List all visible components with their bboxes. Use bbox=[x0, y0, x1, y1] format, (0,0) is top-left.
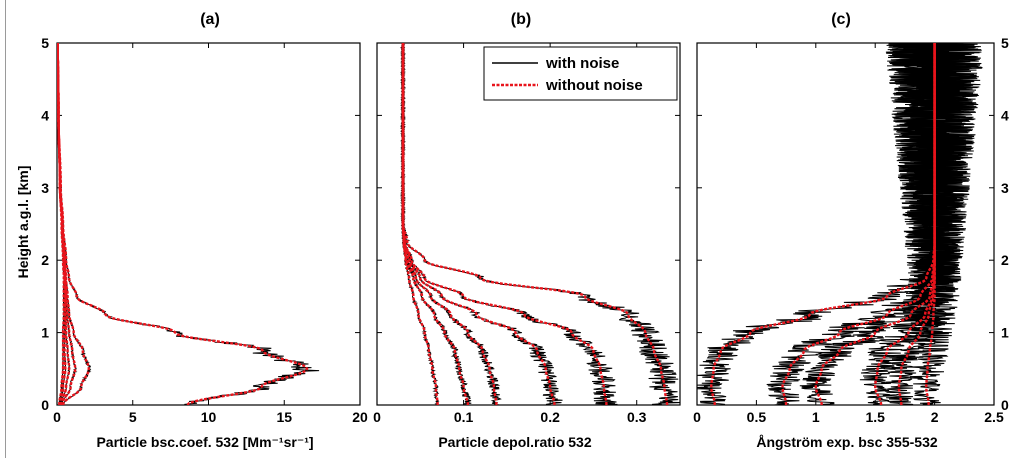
legend-box bbox=[483, 46, 678, 101]
x-tick-label: 0 bbox=[373, 409, 381, 425]
y-tick-label: 4 bbox=[1001, 107, 1009, 123]
y-axis-label: Height a.g.l. [km] bbox=[15, 166, 31, 279]
series-with-noise-6 bbox=[400, 43, 440, 405]
panel-c-title: (c) bbox=[831, 11, 851, 28]
x-tick-label: 20 bbox=[352, 409, 368, 425]
y-tick-label: 0 bbox=[41, 397, 49, 413]
x-tick-label: 0.3 bbox=[627, 409, 647, 425]
x-tick-label: 0 bbox=[53, 409, 61, 425]
legend: with noise without noise bbox=[483, 46, 678, 101]
y-tick-label: 0 bbox=[1001, 397, 1009, 413]
y-tick-label: 4 bbox=[41, 107, 49, 123]
x-tick-label: 15 bbox=[276, 409, 292, 425]
panel-b-axes-box bbox=[376, 42, 681, 406]
series-with-noise-5 bbox=[399, 43, 472, 405]
panel-c-axes-box bbox=[696, 42, 995, 406]
panel-a-xlabel-text: Particle bsc.coef. 532 [Mm⁻¹sr⁻¹] bbox=[96, 434, 313, 450]
panel-a-plot-area: 0 5 10 15 20 0 1 2 3 4 5 bbox=[41, 35, 368, 425]
panel-b: (b) 0 0.1 0.2 0.3 Particle depol.ratio 532 bbox=[373, 11, 681, 450]
legend-label-1: with noise bbox=[545, 55, 619, 72]
panel-a-xlabel: Particle bsc.coef. 532 [Mm⁻¹sr⁻¹] bbox=[96, 434, 313, 450]
x-tick-label: 1 bbox=[812, 409, 820, 425]
series-without-noise-6 bbox=[401, 43, 439, 405]
x-tick-label: 0.5 bbox=[747, 409, 767, 425]
series-with-noise-1 bbox=[57, 43, 320, 405]
series-without-noise-6 bbox=[57, 43, 65, 405]
x-tick-label: 0.1 bbox=[454, 409, 474, 425]
y-tick-label: 1 bbox=[1001, 325, 1009, 341]
panel-b-plot-area: 0 0.1 0.2 0.3 bbox=[373, 42, 681, 425]
x-tick-label: 5 bbox=[129, 409, 137, 425]
x-tick-label: 1.5 bbox=[865, 409, 885, 425]
panel-a-axes-box bbox=[56, 42, 361, 406]
series-without-noise-1 bbox=[57, 43, 309, 405]
page-edge-line bbox=[5, 0, 6, 458]
x-tick-label: 0.2 bbox=[540, 409, 560, 425]
x-tick-label: 0 bbox=[693, 409, 701, 425]
y-tick-label: 3 bbox=[41, 180, 49, 196]
x-tick-label: 2 bbox=[931, 409, 939, 425]
legend-label-2: without noise bbox=[545, 77, 643, 94]
series-with-noise-6 bbox=[886, 43, 984, 405]
panel-a-title: (a) bbox=[200, 11, 220, 28]
y-tick-label: 2 bbox=[41, 252, 49, 268]
y-tick-label: 1 bbox=[41, 325, 49, 341]
panel-c-xlabel: Ångström exp. bsc 355-532 bbox=[756, 434, 938, 450]
y-tick-label: 2 bbox=[1001, 252, 1009, 268]
panel-a: (a) 0 5 10 15 20 0 1 2 3 4 5 Particle bsc.coef. 53… bbox=[41, 11, 368, 450]
panel-b-xlabel: Particle depol.ratio 532 bbox=[438, 434, 591, 450]
y-tick-label: 3 bbox=[1001, 180, 1009, 196]
y-tick-label: 5 bbox=[1001, 35, 1009, 51]
x-tick-label: 10 bbox=[201, 409, 217, 425]
series-without-noise-6 bbox=[925, 43, 936, 405]
x-tick-label: 2.5 bbox=[984, 409, 1004, 425]
series-without-noise-5 bbox=[401, 43, 470, 405]
y-tick-label: 5 bbox=[41, 35, 49, 51]
series-without-noise-4 bbox=[401, 43, 498, 405]
panel-b-title: (b) bbox=[511, 11, 531, 28]
